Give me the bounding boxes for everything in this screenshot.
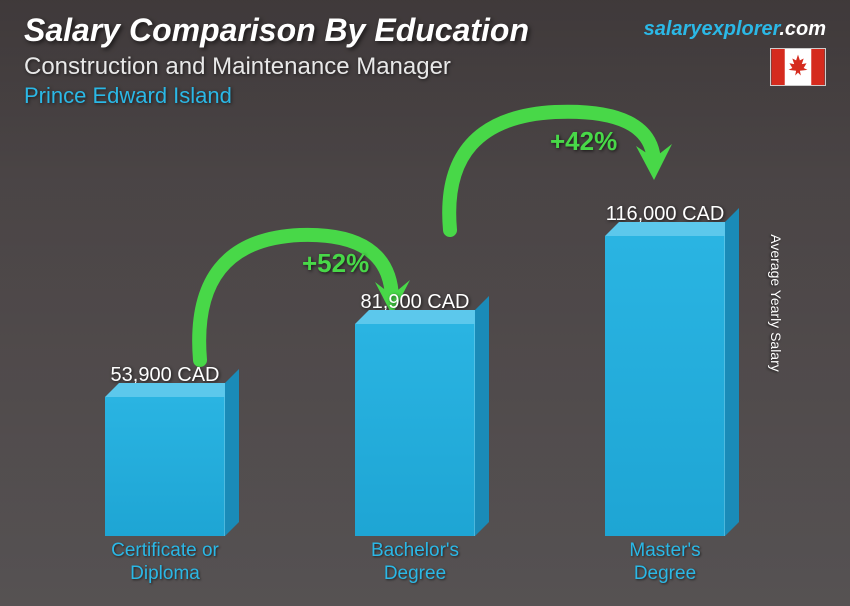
x-label-certificate: Certificate or Diploma xyxy=(65,540,265,586)
bar-chart: +52% +42% 53,900 CAD 81,900 CAD 116,000 … xyxy=(40,130,790,586)
bar-side-face xyxy=(725,208,739,536)
x-label-master: Master's Degree xyxy=(565,540,765,586)
x-label-bachelor: Bachelor's Degree xyxy=(315,540,515,586)
bar-group-certificate: 53,900 CAD xyxy=(65,364,265,536)
x-label-line2: Degree xyxy=(634,563,696,584)
bar-3d xyxy=(105,397,225,536)
bar-front-face xyxy=(105,397,225,536)
x-label-line2: Diploma xyxy=(130,563,200,584)
bar-top-face xyxy=(105,383,239,397)
x-label-line1: Master's xyxy=(629,540,700,561)
bar-front-face xyxy=(355,324,475,536)
canada-flag-icon xyxy=(770,48,826,86)
brand-prefix: salaryexplorer xyxy=(644,18,780,40)
page-subtitle: Construction and Maintenance Manager xyxy=(24,53,826,81)
bars-container: 53,900 CAD 81,900 CAD 116,000 CAD xyxy=(40,130,790,536)
location-label: Prince Edward Island xyxy=(24,83,826,109)
x-label-line2: Degree xyxy=(384,563,446,584)
bar-3d xyxy=(605,236,725,536)
x-labels: Certificate or Diploma Bachelor's Degree… xyxy=(40,540,790,586)
bar-group-master: 116,000 CAD xyxy=(565,203,765,536)
bar-group-bachelor: 81,900 CAD xyxy=(315,291,515,536)
x-label-line1: Bachelor's xyxy=(371,540,459,561)
bar-3d xyxy=(355,324,475,536)
brand-label: salaryexplorer.com xyxy=(644,18,826,41)
x-label-line1: Certificate or xyxy=(111,540,219,561)
bar-side-face xyxy=(225,369,239,536)
bar-front-face xyxy=(605,236,725,536)
bar-top-face xyxy=(355,310,489,324)
bar-top-face xyxy=(605,222,739,236)
brand-suffix: .com xyxy=(779,18,826,40)
bar-side-face xyxy=(475,296,489,536)
